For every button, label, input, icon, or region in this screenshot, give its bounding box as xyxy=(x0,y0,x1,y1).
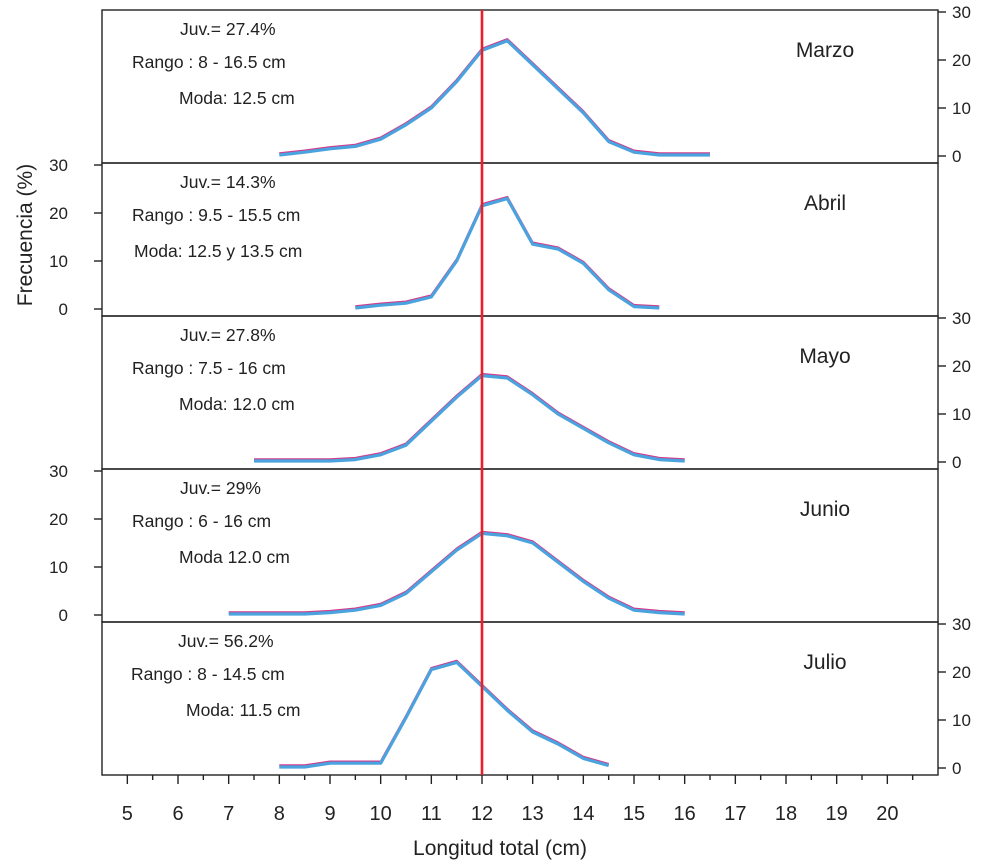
month-label: Mayo xyxy=(799,345,850,368)
annotation-juveniles: Juv.= 27.4% xyxy=(180,19,276,39)
x-tick-label: 14 xyxy=(572,803,594,825)
annotation-mode: Moda: 12.0 cm xyxy=(179,394,295,414)
x-tick-label: 6 xyxy=(172,803,183,825)
panel-frame xyxy=(101,621,939,776)
y-tick-label: 10 xyxy=(952,405,971,424)
annotation-range: Rango : 8 - 16.5 cm xyxy=(132,52,286,72)
y-tick-label: 10 xyxy=(952,711,971,730)
x-tick-label: 19 xyxy=(826,803,848,825)
y-tick-label: 30 xyxy=(952,615,971,634)
series-line-mayo xyxy=(254,374,685,463)
y-tick-label: 10 xyxy=(49,558,68,577)
annotation-mode: Moda: 12.5 cm xyxy=(179,88,295,108)
y-tick-label: 20 xyxy=(49,204,68,223)
panel-abril: 0 10 20 30 Juv.= 14.3% Rango : 9.5 - 15.5 cm M… xyxy=(49,156,939,319)
x-axis-title: Longitud total (cm) xyxy=(413,837,587,860)
panel-junio: 0 10 20 30 Juv.= 29% Rango : 6 - 16 cm Moda 12… xyxy=(49,462,939,625)
x-tick-label: 18 xyxy=(775,803,797,825)
annotation-mode: Moda: 12.5 y 13.5 cm xyxy=(134,241,302,261)
x-tick-label: 9 xyxy=(324,803,335,825)
y-tick-label: 20 xyxy=(49,510,68,529)
series-line-abril xyxy=(355,197,660,310)
x-tick-label: 15 xyxy=(623,803,645,825)
x-axis: 5 6 7 8 9 10 11 12 13 14 15 16 17 18 19 20 xyxy=(122,775,914,825)
y-tick-label: 0 xyxy=(952,453,961,472)
series-line-julio xyxy=(279,660,610,769)
x-tick-label: 16 xyxy=(674,803,696,825)
x-tick-label: 5 xyxy=(122,803,133,825)
y-tick-label: 30 xyxy=(952,3,971,22)
x-tick-label: 7 xyxy=(223,803,234,825)
y-tick-label: 30 xyxy=(49,156,68,175)
panels-layer: 0 10 20 30 Juv.= 27.4% Rango : 8 - 16.5 cm Mod… xyxy=(49,3,971,778)
panel-mayo: 0 10 20 30 Juv.= 27.8% Rango : 7.5 - 16 cm Mod… xyxy=(101,309,971,472)
annotation-juveniles: Juv.= 56.2% xyxy=(178,631,274,651)
x-tick-label: 20 xyxy=(876,803,898,825)
y-tick-label: 10 xyxy=(49,252,68,271)
month-label: Julio xyxy=(803,651,846,674)
y-tick-label: 0 xyxy=(59,300,68,319)
y-tick-label: 10 xyxy=(952,99,971,118)
y-axis-title: Frecuencia (%) xyxy=(14,164,37,306)
y-tick-label: 0 xyxy=(952,759,961,778)
annotation-mode: Moda: 11.5 cm xyxy=(186,700,300,720)
y-tick-label: 0 xyxy=(59,606,68,625)
series-line-junio xyxy=(228,531,685,616)
annotation-range: Rango : 7.5 - 16 cm xyxy=(132,358,286,378)
x-tick-label: 11 xyxy=(421,803,442,825)
series-line-shadow xyxy=(279,659,610,767)
series-line-shadow xyxy=(355,195,660,308)
annotation-mode: Moda 12.0 cm xyxy=(179,547,290,567)
series-line-shadow xyxy=(279,38,710,155)
x-tick-label: 8 xyxy=(274,803,285,825)
annotation-range: Rango : 6 - 16 cm xyxy=(132,511,271,531)
x-tick-label: 10 xyxy=(370,803,392,825)
month-label: Marzo xyxy=(796,39,854,62)
panel-julio: 0 10 20 30 Juv.= 56.2% Rango : 8 - 14.5 cm Mod… xyxy=(101,615,971,778)
annotation-juveniles: Juv.= 27.8% xyxy=(180,325,276,345)
month-label: Junio xyxy=(800,498,850,521)
annotation-juveniles: Juv.= 29% xyxy=(180,478,261,498)
x-tick-label: 12 xyxy=(471,803,493,825)
panel-marzo: 0 10 20 30 Juv.= 27.4% Rango : 8 - 16.5 cm Mod… xyxy=(101,3,971,166)
month-label: Abril xyxy=(804,192,846,215)
annotation-range: Rango : 9.5 - 15.5 cm xyxy=(132,205,300,225)
series-line-marzo xyxy=(279,39,710,157)
annotation-range: Rango : 8 - 14.5 cm xyxy=(131,664,285,684)
annotation-juveniles: Juv.= 14.3% xyxy=(180,172,276,192)
y-tick-label: 0 xyxy=(952,147,961,166)
y-tick-label: 20 xyxy=(952,357,971,376)
y-tick-label: 20 xyxy=(952,663,971,682)
y-tick-label: 30 xyxy=(49,462,68,481)
y-tick-label: 30 xyxy=(952,309,971,328)
y-tick-label: 20 xyxy=(952,51,971,70)
x-tick-label: 13 xyxy=(522,803,544,825)
x-tick-label: 17 xyxy=(724,803,746,825)
